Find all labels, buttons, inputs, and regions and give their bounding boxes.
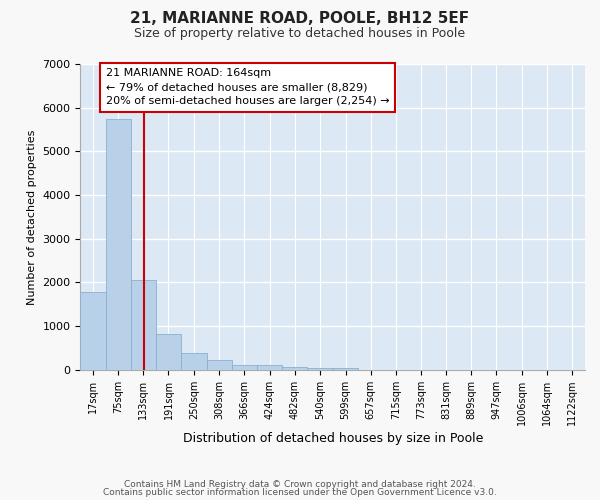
Y-axis label: Number of detached properties: Number of detached properties xyxy=(27,129,37,304)
Bar xyxy=(131,280,156,370)
Bar xyxy=(156,334,181,370)
Text: Size of property relative to detached houses in Poole: Size of property relative to detached ho… xyxy=(134,27,466,40)
Text: Contains public sector information licensed under the Open Government Licence v3: Contains public sector information licen… xyxy=(103,488,497,497)
Bar xyxy=(232,366,257,370)
Bar xyxy=(106,118,131,370)
Bar xyxy=(333,368,358,370)
Bar xyxy=(206,360,232,370)
Text: Contains HM Land Registry data © Crown copyright and database right 2024.: Contains HM Land Registry data © Crown c… xyxy=(124,480,476,489)
X-axis label: Distribution of detached houses by size in Poole: Distribution of detached houses by size … xyxy=(182,432,483,445)
Bar xyxy=(307,368,332,370)
Bar xyxy=(80,292,106,370)
Text: 21 MARIANNE ROAD: 164sqm
← 79% of detached houses are smaller (8,829)
20% of sem: 21 MARIANNE ROAD: 164sqm ← 79% of detach… xyxy=(106,68,389,106)
Bar xyxy=(257,366,282,370)
Bar xyxy=(282,367,307,370)
Text: 21, MARIANNE ROAD, POOLE, BH12 5EF: 21, MARIANNE ROAD, POOLE, BH12 5EF xyxy=(130,11,470,26)
Bar xyxy=(181,353,206,370)
